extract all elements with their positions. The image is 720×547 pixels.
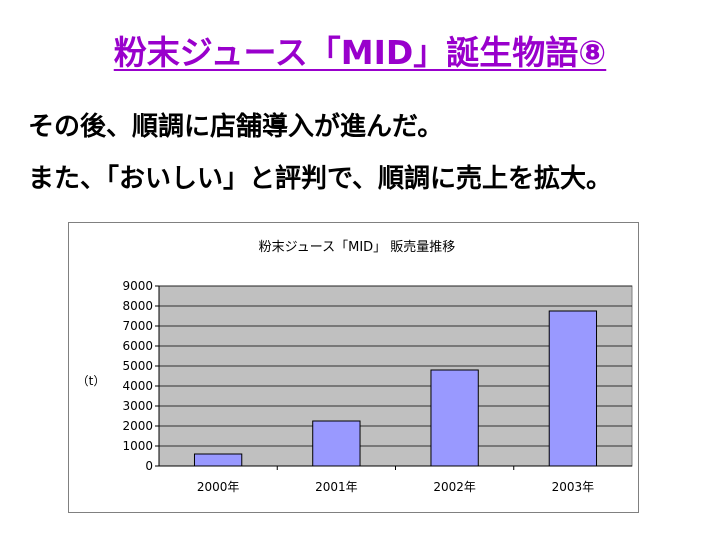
plot-area: 0 1000 2000 3000 4000 5000 6000 7000 8000 9000 200… <box>122 279 633 494</box>
bar <box>193 453 243 467</box>
chart-svg: 粉末ジュース「MID」 販売量推移 （t） 0 1000 2000 3000 4000 5… <box>77 239 633 494</box>
y-tick-label: 5000 <box>122 359 153 373</box>
y-tick-label: 8000 <box>122 299 153 313</box>
x-tick-label: 2000年 <box>197 480 240 494</box>
bar <box>312 420 361 467</box>
y-tick-label: 9000 <box>122 279 153 293</box>
y-tick-label: 1000 <box>122 439 153 453</box>
slide-title: 粉末ジュース「MID」誕生物語⑧ <box>113 33 607 72</box>
chart-title: 粉末ジュース「MID」 販売量推移 <box>259 239 456 255</box>
x-tick-label: 2001年 <box>315 480 358 494</box>
y-tick-label: 0 <box>145 459 153 473</box>
bar <box>548 310 598 467</box>
x-tick-label: 2003年 <box>552 480 595 494</box>
y-tick-label: 2000 <box>122 419 153 433</box>
x-tick-label: 2002年 <box>433 480 476 494</box>
sales-chart: 粉末ジュース「MID」 販売量推移 （t） 0 1000 2000 3000 4000 5… <box>68 222 639 513</box>
y-tick-label: 3000 <box>122 399 153 413</box>
y-tick-label: 7000 <box>122 319 153 333</box>
body-text-line-1: その後、順調に店舗導入が進んだ。 <box>28 112 444 142</box>
body-text-line-2: また、「おいしい」と評判で、順調に売上を拡大。 <box>28 164 612 194</box>
y-tick-label: 6000 <box>122 339 153 353</box>
y-axis-label: （t） <box>77 374 106 388</box>
y-tick-label: 4000 <box>122 379 153 393</box>
bar <box>430 369 479 467</box>
